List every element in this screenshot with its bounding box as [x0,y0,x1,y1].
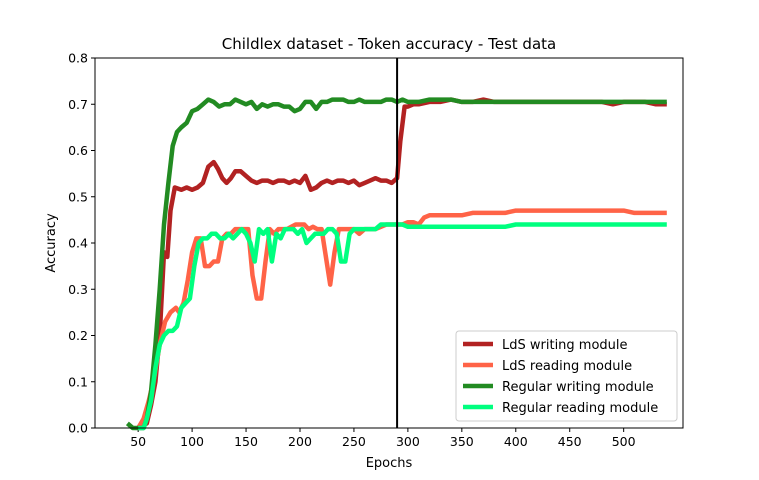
legend-label: LdS writing module [502,338,628,353]
y-axis-label: Accuracy [44,213,59,273]
y-tick-label: 0.5 [68,189,88,204]
legend-label: Regular reading module [502,401,658,416]
legend-label: LdS reading module [502,359,632,374]
x-tick-label: 100 [180,434,204,449]
x-tick-label: 500 [612,434,636,449]
y-tick-label: 0.0 [68,421,88,436]
x-tick-label: 400 [504,434,528,449]
x-tick-label: 150 [234,434,258,449]
series-line-4 [138,222,667,431]
x-tick-label: 350 [450,434,474,449]
legend-label: Regular writing module [502,380,654,395]
series-line-2 [136,208,667,430]
y-tick-label: 0.7 [68,97,88,112]
chart-title: Childlex dataset - Token accuracy - Test… [222,35,556,53]
y-tick-label: 0.1 [68,374,88,389]
x-tick-label: 200 [288,434,312,449]
series-lines [125,97,667,431]
x-axis-ticks: 50 100 150 200 250 300 350 400 450 500 [130,428,636,449]
x-tick-label: 250 [342,434,366,449]
legend: LdS writing module LdS reading module Regu… [455,330,678,422]
series-line-3 [125,97,667,431]
y-tick-label: 0.3 [68,282,88,297]
y-tick-label: 0.2 [68,328,88,343]
x-tick-label: 300 [396,434,420,449]
y-tick-label: 0.6 [68,143,88,158]
y-tick-label: 0.8 [68,51,88,66]
x-tick-label: 50 [130,434,146,449]
legend-frame [455,330,678,422]
x-axis-label: Epochs [366,456,413,471]
y-axis-ticks: 0.0 0.1 0.2 0.3 0.4 0.5 0.6 0.7 0.8 [68,51,95,436]
y-tick-label: 0.4 [68,236,88,251]
x-tick-label: 450 [558,434,582,449]
plot-frame [94,57,684,429]
